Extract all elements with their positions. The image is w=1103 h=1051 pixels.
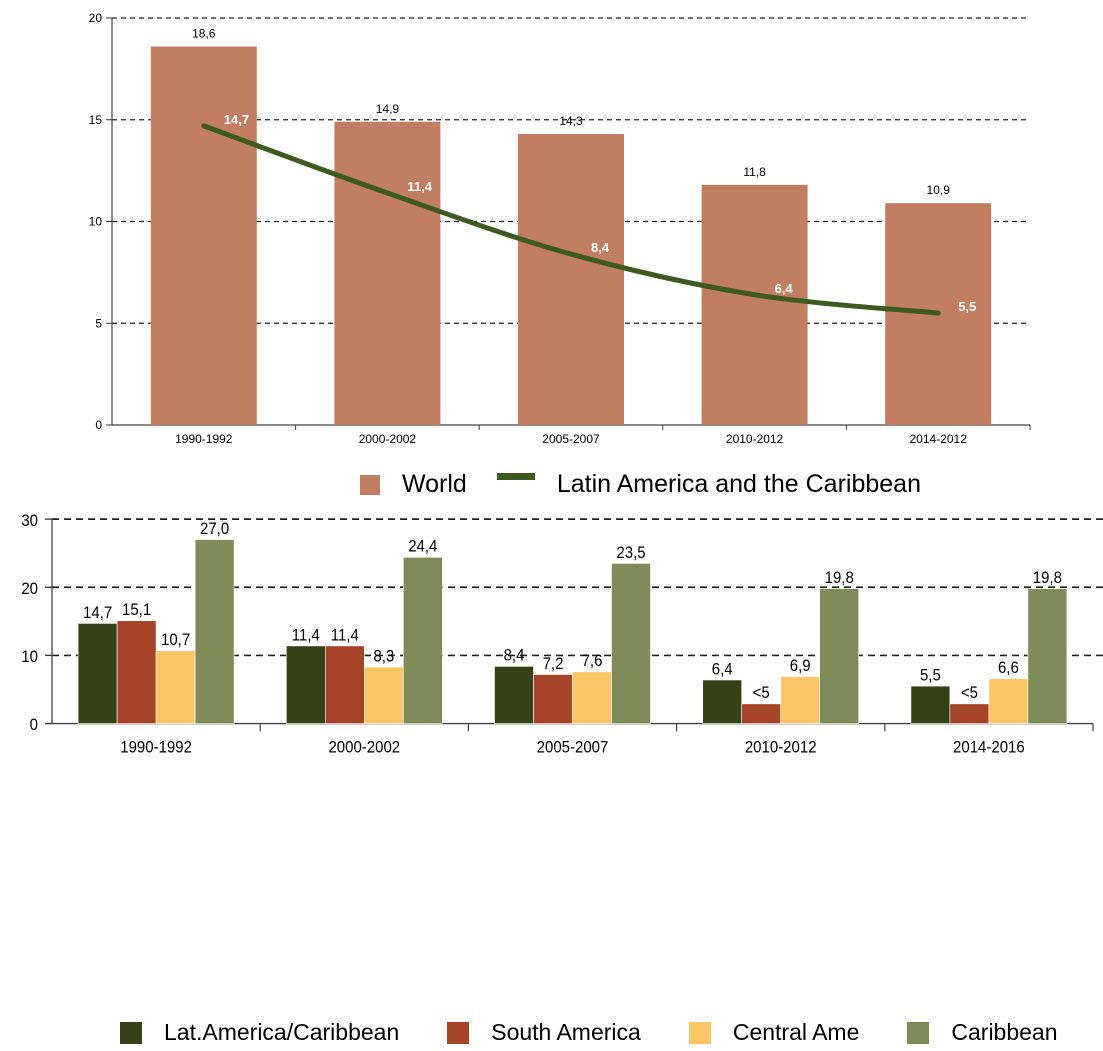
y-tick-label: 10: [21, 648, 38, 666]
bar-world: [334, 121, 441, 425]
y-tick-label: 0: [95, 418, 102, 432]
bar-central-ame: [988, 678, 1029, 724]
legend-swatch-south-america: [447, 1021, 470, 1044]
bar-south-america: [324, 645, 365, 724]
bar-lat-america-caribbean: [494, 665, 534, 724]
x-tick-label: 2000-2002: [359, 432, 417, 446]
data-label: 14,7: [83, 604, 112, 622]
data-label-world: 11,8: [743, 165, 766, 179]
legend-swatch-latam-caribbean: [120, 1021, 142, 1044]
x-tick-label: 2000-2002: [328, 739, 400, 757]
y-tick-label: 15: [89, 113, 103, 127]
x-tick-label: 1990-1992: [120, 739, 192, 757]
legend-2: Lat.America/Caribbean South America Cent…: [120, 1019, 1103, 1046]
bar-central-ame: [572, 671, 612, 724]
legend-swatch-central-america: [688, 1021, 711, 1044]
data-label: 5,5: [920, 667, 941, 685]
data-label: <5: [753, 685, 770, 703]
data-label-world: 10,9: [927, 183, 951, 197]
legend-label-latam: Latin America and the Caribbean: [556, 470, 921, 498]
data-label-latam: 5,5: [958, 299, 976, 314]
y-tick-label: 10: [89, 215, 103, 229]
bar-south-america: [949, 703, 990, 724]
legend-1: World Latin America and the Caribbean: [360, 470, 951, 499]
data-label-world: 18,6: [192, 26, 216, 40]
legend-swatch-world: [360, 474, 380, 495]
bar-caribbean: [611, 563, 651, 724]
y-tick-label: 20: [21, 580, 38, 598]
bar-south-america: [533, 674, 573, 724]
x-tick-label: 2010-2012: [726, 432, 784, 446]
data-label: 6,4: [712, 661, 733, 679]
data-label: 19,8: [1033, 569, 1062, 587]
data-label: 23,5: [616, 544, 645, 562]
data-label-latam: 11,4: [407, 179, 432, 194]
y-tick-label: 20: [89, 11, 103, 25]
data-label: 11,4: [331, 627, 359, 645]
legend-label-world: World: [402, 470, 467, 498]
data-label: 15,1: [122, 601, 151, 619]
bar-lat-america-caribbean: [910, 685, 951, 724]
x-tick-label: 2014-2016: [953, 739, 1025, 757]
legend-item-world: World: [360, 470, 467, 499]
bar-central-ame: [780, 676, 821, 724]
bar-central-ame: [363, 666, 404, 724]
x-tick-label: 2005-2007: [537, 739, 609, 757]
data-label: 7,2: [543, 655, 564, 673]
legend-label-caribbean: Caribbean: [951, 1019, 1058, 1045]
data-label: 19,8: [825, 569, 854, 587]
bar-world: [150, 46, 257, 426]
data-label: <5: [961, 685, 978, 703]
y-tick-label: 5: [95, 316, 102, 330]
legend-item-caribbean: Caribbean: [907, 1019, 1058, 1046]
data-label: 10,7: [161, 631, 190, 649]
data-label-world: 14,3: [559, 114, 583, 128]
data-label-latam: 14,7: [224, 112, 249, 127]
data-label: 6,9: [790, 657, 811, 675]
bar-lat-america-caribbean: [285, 645, 326, 724]
data-label: 11,4: [292, 627, 320, 645]
line-latam: [201, 123, 941, 316]
bar-lat-america-caribbean: [77, 623, 118, 724]
data-label: 27,0: [200, 520, 229, 538]
data-label: 8,3: [373, 648, 394, 666]
data-label-latam: 6,4: [775, 281, 794, 296]
x-tick-label: 1990-1992: [175, 432, 233, 446]
bar-south-america: [116, 620, 157, 724]
x-tick-label: 2005-2007: [542, 432, 600, 446]
legend-item-central-america: Central Ame: [688, 1019, 860, 1046]
legend-label-central-america: Central Ame: [732, 1019, 860, 1045]
data-label: 24,4: [408, 538, 437, 556]
legend-swatch-latam: [496, 473, 535, 480]
bar-south-america: [741, 703, 782, 724]
legend-item-latam: Latin America and the Caribbean: [496, 470, 921, 499]
data-label: 7,6: [582, 653, 603, 671]
bar-lat-america-caribbean: [702, 679, 743, 724]
data-label: 6,6: [998, 659, 1019, 677]
chart-2: 0 10 20 30 14,7 15,1 10,7 27,0 1990-1992 11,4 11,4…: [21, 512, 1103, 757]
x-tick-label: 2010-2012: [745, 739, 817, 757]
x-tick-label: 2014-2012: [910, 432, 968, 446]
legend-label-south-america: South America: [491, 1019, 641, 1045]
legend-label-latam-caribbean: Lat.America/Caribbean: [164, 1019, 400, 1045]
data-label-latam: 8,4: [591, 240, 610, 255]
bar-caribbean: [1027, 588, 1068, 724]
bar-caribbean: [194, 539, 235, 724]
chart-1: 0 5 10 15 20 18,6 14,9 14,3 11,8 10,9 1990-1992 200…: [89, 11, 1031, 446]
data-label-world: 14,9: [376, 102, 400, 116]
bar-caribbean: [402, 556, 443, 724]
y-tick-label: 0: [30, 717, 39, 735]
legend-swatch-caribbean: [907, 1021, 930, 1044]
bar-caribbean: [819, 588, 860, 724]
bar-world: [518, 133, 624, 425]
legend-item-south-america: South America: [447, 1019, 641, 1046]
legend-item-latam-caribbean: Lat.America/Caribbean: [120, 1019, 399, 1046]
bar-central-ame: [155, 650, 196, 724]
data-label: 8,4: [504, 647, 525, 665]
bar-world: [701, 184, 808, 425]
y-tick-label: 30: [21, 512, 38, 530]
